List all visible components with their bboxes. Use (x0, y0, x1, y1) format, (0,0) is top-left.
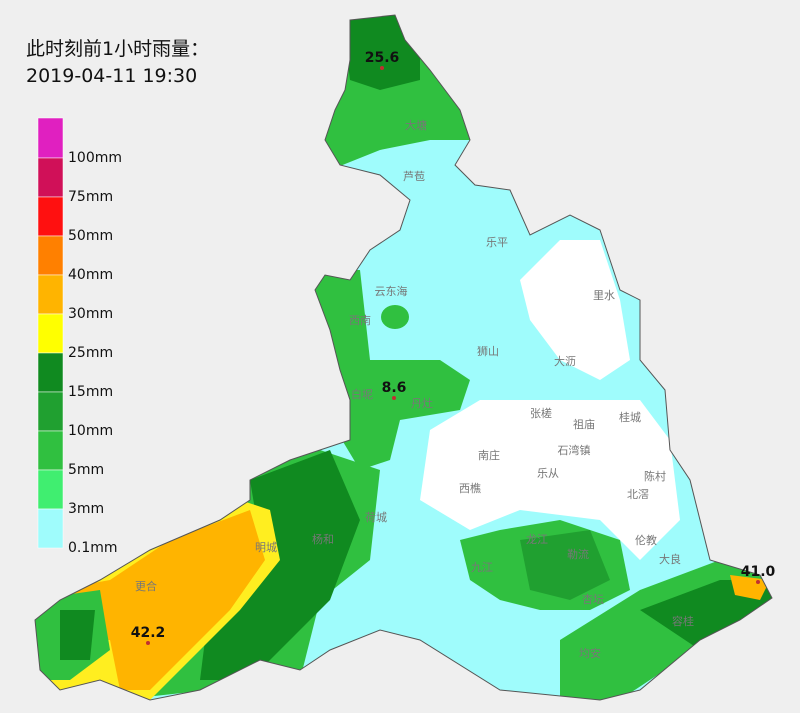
station-value: 42.2 (131, 625, 166, 641)
legend-label: 25mm (68, 345, 113, 361)
place-name: 西南 (349, 314, 371, 327)
place-name: 九江 (471, 561, 493, 574)
station-dot (380, 66, 384, 70)
place-name: 南庄 (478, 448, 500, 462)
place-name: 陈村 (644, 469, 666, 483)
place-name: 荷城 (365, 511, 387, 524)
legend-label: 100mm (68, 150, 122, 166)
place-name: 伦教 (635, 533, 657, 547)
place-name: 芦苞 (403, 169, 425, 183)
legend-label: 50mm (68, 228, 113, 244)
legend-label: 15mm (68, 384, 113, 400)
place-name: 均安 (579, 646, 601, 660)
place-name: 更合 (135, 579, 157, 593)
place-name: 大良 (659, 552, 681, 566)
legend-label: 75mm (68, 189, 113, 205)
station-value: 25.6 (365, 50, 400, 66)
place-name: 杏坛 (582, 593, 604, 606)
region-border (34, 14, 773, 701)
place-name: 乐平 (486, 236, 508, 249)
place-name: 云东海 (375, 284, 408, 298)
legend-label: 0.1mm (68, 540, 118, 556)
legend-label: 40mm (68, 267, 113, 283)
place-name: 里水 (593, 289, 615, 302)
place-name: 张槎 (530, 406, 552, 420)
place-name: 大沥 (554, 354, 576, 368)
stations: 25.6 8.6 42.2 41.0 (131, 50, 776, 645)
station-value: 41.0 (741, 564, 776, 580)
place-name: 石湾镇 (558, 443, 591, 457)
legend-label: 5mm (68, 462, 104, 478)
place-name: 祖庙 (573, 417, 595, 431)
map-time: 2019-04-11 19:30 (26, 65, 197, 87)
station-value: 8.6 (382, 380, 407, 396)
place-name: 大塘 (405, 118, 427, 132)
place-name: 北滘 (627, 488, 649, 501)
station-dot (392, 396, 396, 400)
place-name: 乐从 (537, 467, 559, 480)
place-name: 狮山 (477, 345, 499, 358)
place-name: 勒流 (567, 547, 589, 561)
place-name: 明城 (255, 541, 277, 554)
station-dot (146, 641, 150, 645)
place-name: 桂城 (619, 410, 641, 424)
station-dot (756, 580, 760, 584)
map-title: 此时刻前1小时雨量： (26, 38, 209, 60)
legend-label: 10mm (68, 423, 113, 439)
place-name: 西樵 (459, 481, 481, 495)
legend (37, 117, 64, 549)
place-name: 龙江 (526, 533, 548, 546)
place-name: 丹灶 (411, 397, 433, 410)
place-name: 容桂 (672, 614, 694, 628)
place-name: 白坭 (351, 387, 373, 401)
legend-label: 3mm (68, 501, 104, 517)
place-name: 杨和 (312, 532, 334, 546)
legend-labels: 100mm 75mm 50mm 40mm 30mm 25mm 15mm 10mm 5mm 3mm 0… (68, 150, 122, 556)
legend-label: 30mm (68, 306, 113, 322)
